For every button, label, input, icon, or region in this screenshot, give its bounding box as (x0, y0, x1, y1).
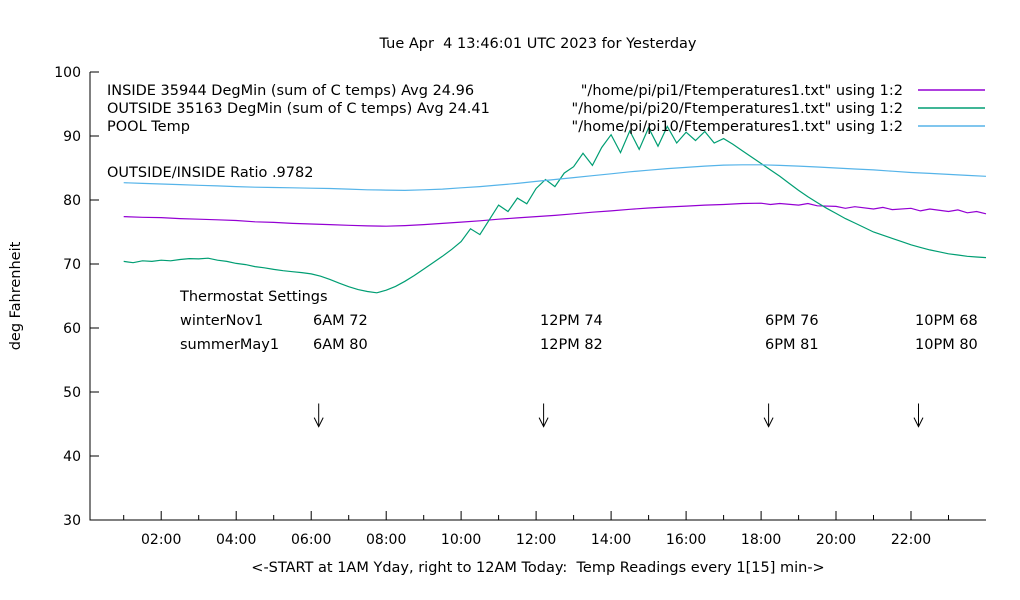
x-tick-label: 06:00 (291, 532, 331, 548)
x-tick-label: 02:00 (141, 532, 181, 548)
thermostat-summer-12pm: 12PM 82 (540, 337, 603, 353)
axes (89, 71, 986, 521)
x-tick-label: 14:00 (591, 532, 631, 548)
y-tick-label: 50 (63, 385, 81, 401)
x-tick-label: 18:00 (741, 532, 781, 548)
series-line-outside (123, 125, 987, 294)
thermostat-title: Thermostat Settings (179, 289, 328, 305)
schedule-arrows (313, 403, 924, 428)
thermostat-winter-10pm: 10PM 68 (915, 313, 978, 329)
y-tick-label: 90 (63, 129, 81, 145)
schedule-arrow-head (913, 417, 924, 428)
x-axis-label: <-START at 1AM Yday, right to 12AM Today… (251, 560, 824, 576)
x-tick-label: 04:00 (216, 532, 256, 548)
series-line-pool (123, 164, 987, 192)
thermostat-summer-6pm: 6PM 81 (765, 337, 819, 353)
y-tick-label: 30 (63, 513, 81, 529)
series-line-inside (123, 202, 987, 227)
y-tick-label: 80 (63, 193, 81, 209)
thermostat-summer-10pm: 10PM 80 (915, 337, 978, 353)
schedule-arrow-head (763, 417, 774, 428)
x-tick-label: 08:00 (366, 532, 406, 548)
y-axis-label: deg Fahrenheit (8, 241, 24, 350)
pool-temp-label: POOL Temp (107, 119, 190, 135)
x-tick-label: 10:00 (441, 532, 481, 548)
legend-label-inside: "/home/pi/pi1/Ftemperatures1.txt" using … (581, 83, 903, 99)
x-tick-label: 22:00 (891, 532, 931, 548)
thermostat-summer-6am: 6AM 80 (313, 337, 368, 353)
y-tick-label: 70 (63, 257, 81, 273)
thermostat-winter-label: winterNov1 (180, 313, 263, 329)
x-tick-label: 16:00 (666, 532, 706, 548)
schedule-arrow-head (538, 417, 549, 428)
tick-labels: 30 40 50 60 70 80 90 100 02:00 04:00 06:00 08:00 10:… (54, 65, 931, 548)
chart-title: Tue Apr 4 13:46:01 UTC 2023 for Yesterda… (378, 36, 696, 52)
legend-label-pool: "/home/pi/pi10/Ftemperatures1.txt" using… (572, 119, 903, 135)
y-tick-label: 40 (63, 449, 81, 465)
schedule-arrow-head (313, 417, 324, 428)
thermostat-winter-12pm: 12PM 74 (540, 313, 603, 329)
thermostat-summer-label: summerMay1 (180, 337, 279, 353)
thermostat-winter-6am: 6AM 72 (313, 313, 368, 329)
thermostat-winter-6pm: 6PM 76 (765, 313, 819, 329)
x-tick-label: 12:00 (516, 532, 556, 548)
y-tick-label: 60 (63, 321, 81, 337)
y-tick-label: 100 (54, 65, 81, 81)
inside-summary-label: INSIDE 35944 DegMin (sum of C temps) Avg… (107, 83, 474, 99)
outside-summary-label: OUTSIDE 35163 DegMin (sum of C temps) Av… (107, 101, 490, 117)
ratio-label: OUTSIDE/INSIDE Ratio .9782 (107, 165, 313, 181)
legend-label-outside: "/home/pi/pi20/Ftemperatures1.txt" using… (572, 101, 903, 117)
series-lines (123, 125, 987, 294)
x-tick-label: 20:00 (816, 532, 856, 548)
